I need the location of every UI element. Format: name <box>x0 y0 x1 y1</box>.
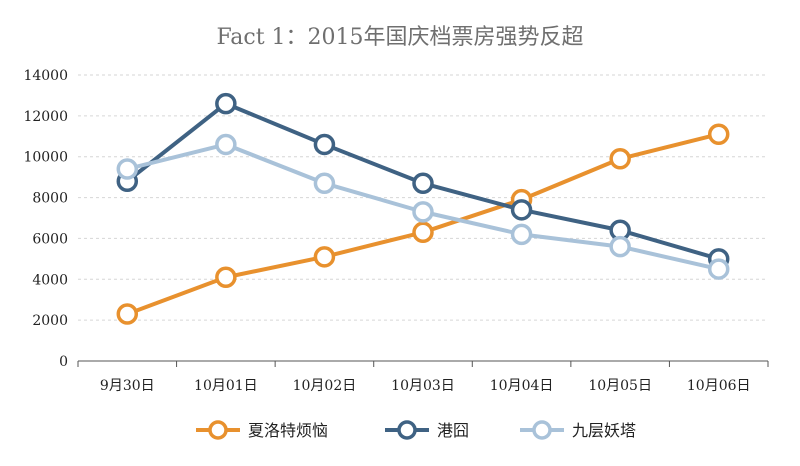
data-point <box>215 266 237 288</box>
legend-swatch-marker <box>397 420 417 440</box>
data-point <box>215 92 237 115</box>
x-tick-label: 10月03日 <box>391 378 455 394</box>
data-point <box>510 223 533 246</box>
data-point <box>412 201 434 223</box>
data-point <box>313 172 336 195</box>
x-axis: 9月30日 10月01日 10月02日 10月03日 10月04日 10月05日 10月06… <box>77 360 769 394</box>
x-tick-label: 10月01日 <box>194 378 258 394</box>
data-point <box>707 123 730 145</box>
chart-title: Fact 1：2015年国庆档票房强势反超 <box>216 25 583 50</box>
legend-label: 港囧 <box>437 421 469 440</box>
x-tick-label: 10月02日 <box>293 378 357 394</box>
data-point <box>609 148 631 170</box>
series-group <box>116 92 730 325</box>
data-point <box>215 133 237 156</box>
y-tick-label: 6000 <box>32 231 68 247</box>
x-tick-label: 10月05日 <box>588 378 652 394</box>
data-point <box>412 221 434 244</box>
x-tick-label: 10月06日 <box>687 378 751 394</box>
legend: 夏洛特烦恼 港囧 九层妖塔 <box>196 420 636 440</box>
legend-label: 九层妖塔 <box>572 421 636 440</box>
y-axis-ticks: 0 2000 4000 6000 8000 10000 12000 14000 <box>23 68 68 370</box>
data-point <box>510 199 533 221</box>
data-point <box>116 303 139 325</box>
legend-label: 夏洛特烦恼 <box>248 421 328 440</box>
y-tick-label: 14000 <box>23 68 68 84</box>
gridlines <box>78 74 768 321</box>
y-tick-label: 2000 <box>32 313 68 329</box>
legend-swatch-marker <box>532 420 552 440</box>
x-tick-label: 9月30日 <box>100 378 155 394</box>
data-point <box>116 158 139 180</box>
data-point <box>412 172 434 195</box>
y-tick-label: 12000 <box>23 109 68 125</box>
y-tick-label: 0 <box>59 354 68 370</box>
y-tick-label: 8000 <box>32 191 68 207</box>
y-tick-label: 4000 <box>32 272 68 288</box>
data-point <box>313 246 336 268</box>
data-point <box>313 133 336 156</box>
x-tick-label: 10月04日 <box>490 378 554 394</box>
y-tick-label: 10000 <box>23 150 68 166</box>
legend-swatch-marker <box>208 420 228 440</box>
data-point <box>707 258 730 280</box>
data-point <box>609 235 631 258</box>
